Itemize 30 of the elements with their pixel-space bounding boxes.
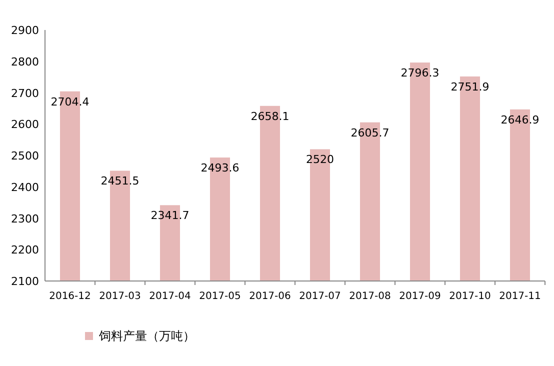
y-tick-label: 2400 <box>11 180 39 194</box>
data-label: 2751.9 <box>450 80 490 94</box>
y-tick-label: 2900 <box>11 24 39 37</box>
y-tick-label: 2200 <box>11 244 39 257</box>
legend-label: 饲料产量（万吨） <box>98 329 195 343</box>
y-tick-label: 2700 <box>11 86 39 100</box>
x-tick-label: 2017-08 <box>349 291 391 302</box>
data-label: 2520 <box>306 153 334 166</box>
x-tick-label: 2016-12 <box>49 291 91 302</box>
data-label: 2341.7 <box>150 209 190 222</box>
y-tick-label: 2300 <box>11 212 39 226</box>
y-tick-label: 2800 <box>11 55 39 68</box>
data-label: 2605.7 <box>350 126 390 140</box>
data-label: 2796.3 <box>400 66 440 80</box>
x-tick-label: 2017-04 <box>149 291 191 302</box>
x-tick-label: 2017-05 <box>199 291 241 302</box>
data-label: 2646.9 <box>500 113 540 126</box>
x-tick-label: 2017-07 <box>299 291 341 302</box>
data-label: 2451.5 <box>100 174 140 188</box>
data-label: 2493.6 <box>200 162 240 175</box>
data-label: 2704.4 <box>50 95 90 108</box>
x-tick-label: 2017-10 <box>449 291 491 302</box>
y-tick-label: 2100 <box>11 275 39 288</box>
x-tick-label: 2017-06 <box>249 291 291 302</box>
x-tick-label: 2017-09 <box>399 291 441 302</box>
data-label: 2658.1 <box>250 110 290 123</box>
y-tick-label: 2600 <box>11 118 39 132</box>
y-tick-label: 2500 <box>11 150 39 162</box>
x-tick-label: 2017-11 <box>499 291 541 302</box>
x-tick-label: 2017-03 <box>99 291 141 302</box>
